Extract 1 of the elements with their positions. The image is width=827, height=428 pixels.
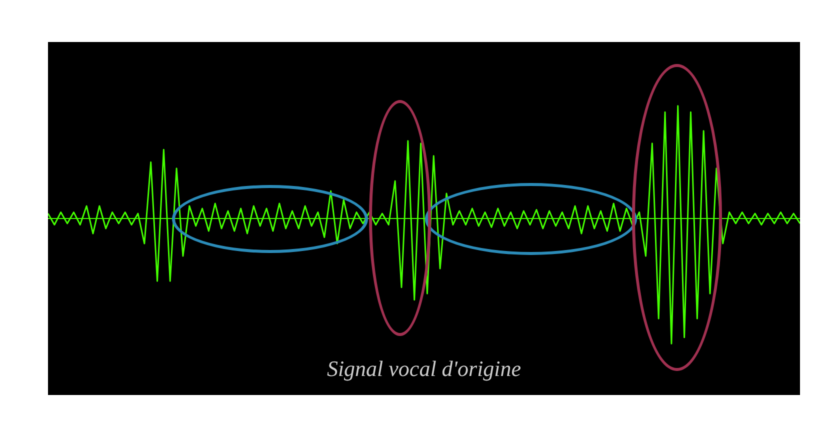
text: Signal vocal d'origine xyxy=(326,356,522,381)
